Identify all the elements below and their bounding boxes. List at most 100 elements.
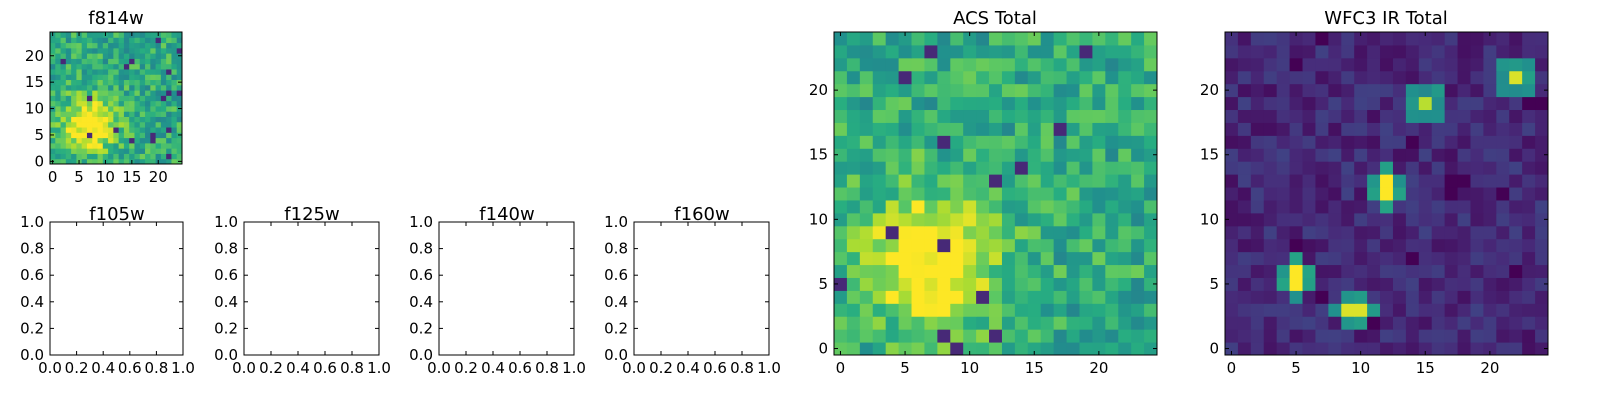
heatmap-cell	[1354, 199, 1368, 214]
heatmap-cell	[1131, 96, 1145, 111]
y-tick-label: 0.8	[214, 240, 238, 258]
heatmap-cell	[1237, 212, 1252, 227]
heatmap-cell	[846, 316, 861, 330]
heatmap-cell	[1341, 70, 1355, 85]
heatmap-cell	[97, 148, 104, 154]
heatmap-cell	[60, 132, 67, 139]
heatmap-cell	[989, 342, 1003, 356]
heatmap-cell	[1263, 161, 1278, 175]
heatmap-cell	[1040, 148, 1055, 162]
heatmap-cell	[989, 83, 1003, 98]
y-tick-label: 0.4	[409, 293, 433, 311]
heatmap-cell	[81, 158, 88, 165]
heatmap-cell	[86, 84, 93, 91]
heatmap-cell	[1250, 238, 1265, 253]
heatmap-cell	[1470, 225, 1484, 240]
heatmap-cell	[65, 111, 72, 117]
heatmap-cell	[150, 37, 157, 44]
heatmap-cell	[97, 32, 104, 38]
heatmap-cell	[176, 47, 183, 54]
heatmap-cell	[1444, 135, 1459, 149]
heatmap-cell	[1289, 199, 1304, 214]
heatmap-cell	[1053, 342, 1068, 356]
heatmap-cell	[1302, 238, 1316, 253]
heatmap-cell	[989, 238, 1003, 253]
heatmap-cell	[1496, 187, 1510, 201]
heatmap-cell	[1354, 148, 1368, 162]
heatmap-cell	[113, 158, 120, 165]
heatmap-cell	[1328, 290, 1342, 304]
heatmap-cell	[1483, 148, 1497, 162]
heatmap-cell	[1315, 83, 1329, 98]
heatmap-cell	[1392, 44, 1407, 59]
heatmap-cell	[1066, 57, 1080, 72]
heatmap-cell	[1014, 225, 1029, 240]
heatmap-cell	[1457, 199, 1471, 214]
heatmap-cell	[1131, 238, 1145, 253]
heatmap-cell	[1444, 187, 1459, 201]
heatmap-cell	[1457, 212, 1471, 227]
heatmap-cell	[1405, 199, 1420, 214]
heatmap-cell	[1092, 303, 1106, 317]
heatmap-cell	[81, 53, 88, 59]
heatmap-cell	[1289, 238, 1304, 253]
heatmap-cell	[1066, 83, 1080, 98]
heatmap-cell	[108, 90, 114, 96]
heatmap-cell	[872, 238, 887, 253]
heatmap-cell	[1105, 277, 1119, 291]
heatmap-cell	[1040, 303, 1055, 317]
heatmap-cell	[118, 32, 125, 38]
heatmap-cell	[1014, 44, 1029, 59]
heatmap-cell	[71, 47, 77, 54]
heatmap-cell	[92, 79, 99, 86]
heatmap-cell	[1470, 290, 1484, 304]
heatmap-cell	[1509, 161, 1523, 175]
heatmap-cell	[71, 100, 77, 107]
heatmap-cell	[1483, 32, 1497, 46]
heatmap-cell	[1354, 212, 1368, 227]
heatmap-cell	[846, 96, 861, 111]
heatmap-cell	[1483, 83, 1497, 98]
heatmap-cell	[129, 53, 135, 59]
heatmap-cell	[989, 277, 1003, 291]
heatmap-cell	[859, 342, 874, 356]
heatmap-cell	[1431, 83, 1446, 98]
heatmap-cell	[134, 111, 141, 117]
heatmap-cell	[113, 74, 120, 81]
heatmap-cell	[937, 264, 951, 278]
heatmap-cell	[1105, 109, 1119, 123]
heatmap-cell	[145, 58, 151, 65]
heatmap-cell	[1405, 303, 1420, 317]
heatmap-cell	[950, 212, 964, 227]
heatmap-cell	[1131, 303, 1145, 317]
heatmap-cell	[1315, 135, 1329, 149]
heatmap-cell	[1118, 264, 1132, 278]
heatmap-cell	[1014, 251, 1029, 266]
panel-title-f814w: f814w	[88, 8, 143, 29]
heatmap-cell	[1535, 32, 1549, 46]
heatmap-cell	[55, 142, 62, 149]
heatmap-cell	[171, 137, 178, 144]
heatmap-cell	[898, 109, 913, 123]
heatmap-cell	[1092, 187, 1106, 201]
heatmap-cell	[134, 132, 141, 139]
heatmap-cell	[60, 127, 67, 133]
heatmap-cell	[1457, 57, 1471, 72]
heatmap-cell	[846, 303, 861, 317]
heatmap-cell	[1354, 316, 1368, 330]
heatmap-cell	[1367, 290, 1381, 304]
heatmap-cell	[911, 135, 925, 149]
heatmap-cell	[118, 68, 125, 75]
heatmap-cell	[859, 148, 874, 162]
heatmap-cell	[1263, 316, 1278, 330]
heatmap-cell	[911, 290, 925, 304]
heatmap-cell	[65, 127, 72, 133]
heatmap-cell	[1341, 199, 1355, 214]
heatmap-cell	[898, 225, 913, 240]
heatmap-cell	[1315, 303, 1329, 317]
heatmap-cell	[1535, 212, 1549, 227]
heatmap-cell	[885, 187, 900, 201]
x-tick-label: 5	[74, 168, 84, 186]
heatmap-cell	[872, 148, 887, 162]
